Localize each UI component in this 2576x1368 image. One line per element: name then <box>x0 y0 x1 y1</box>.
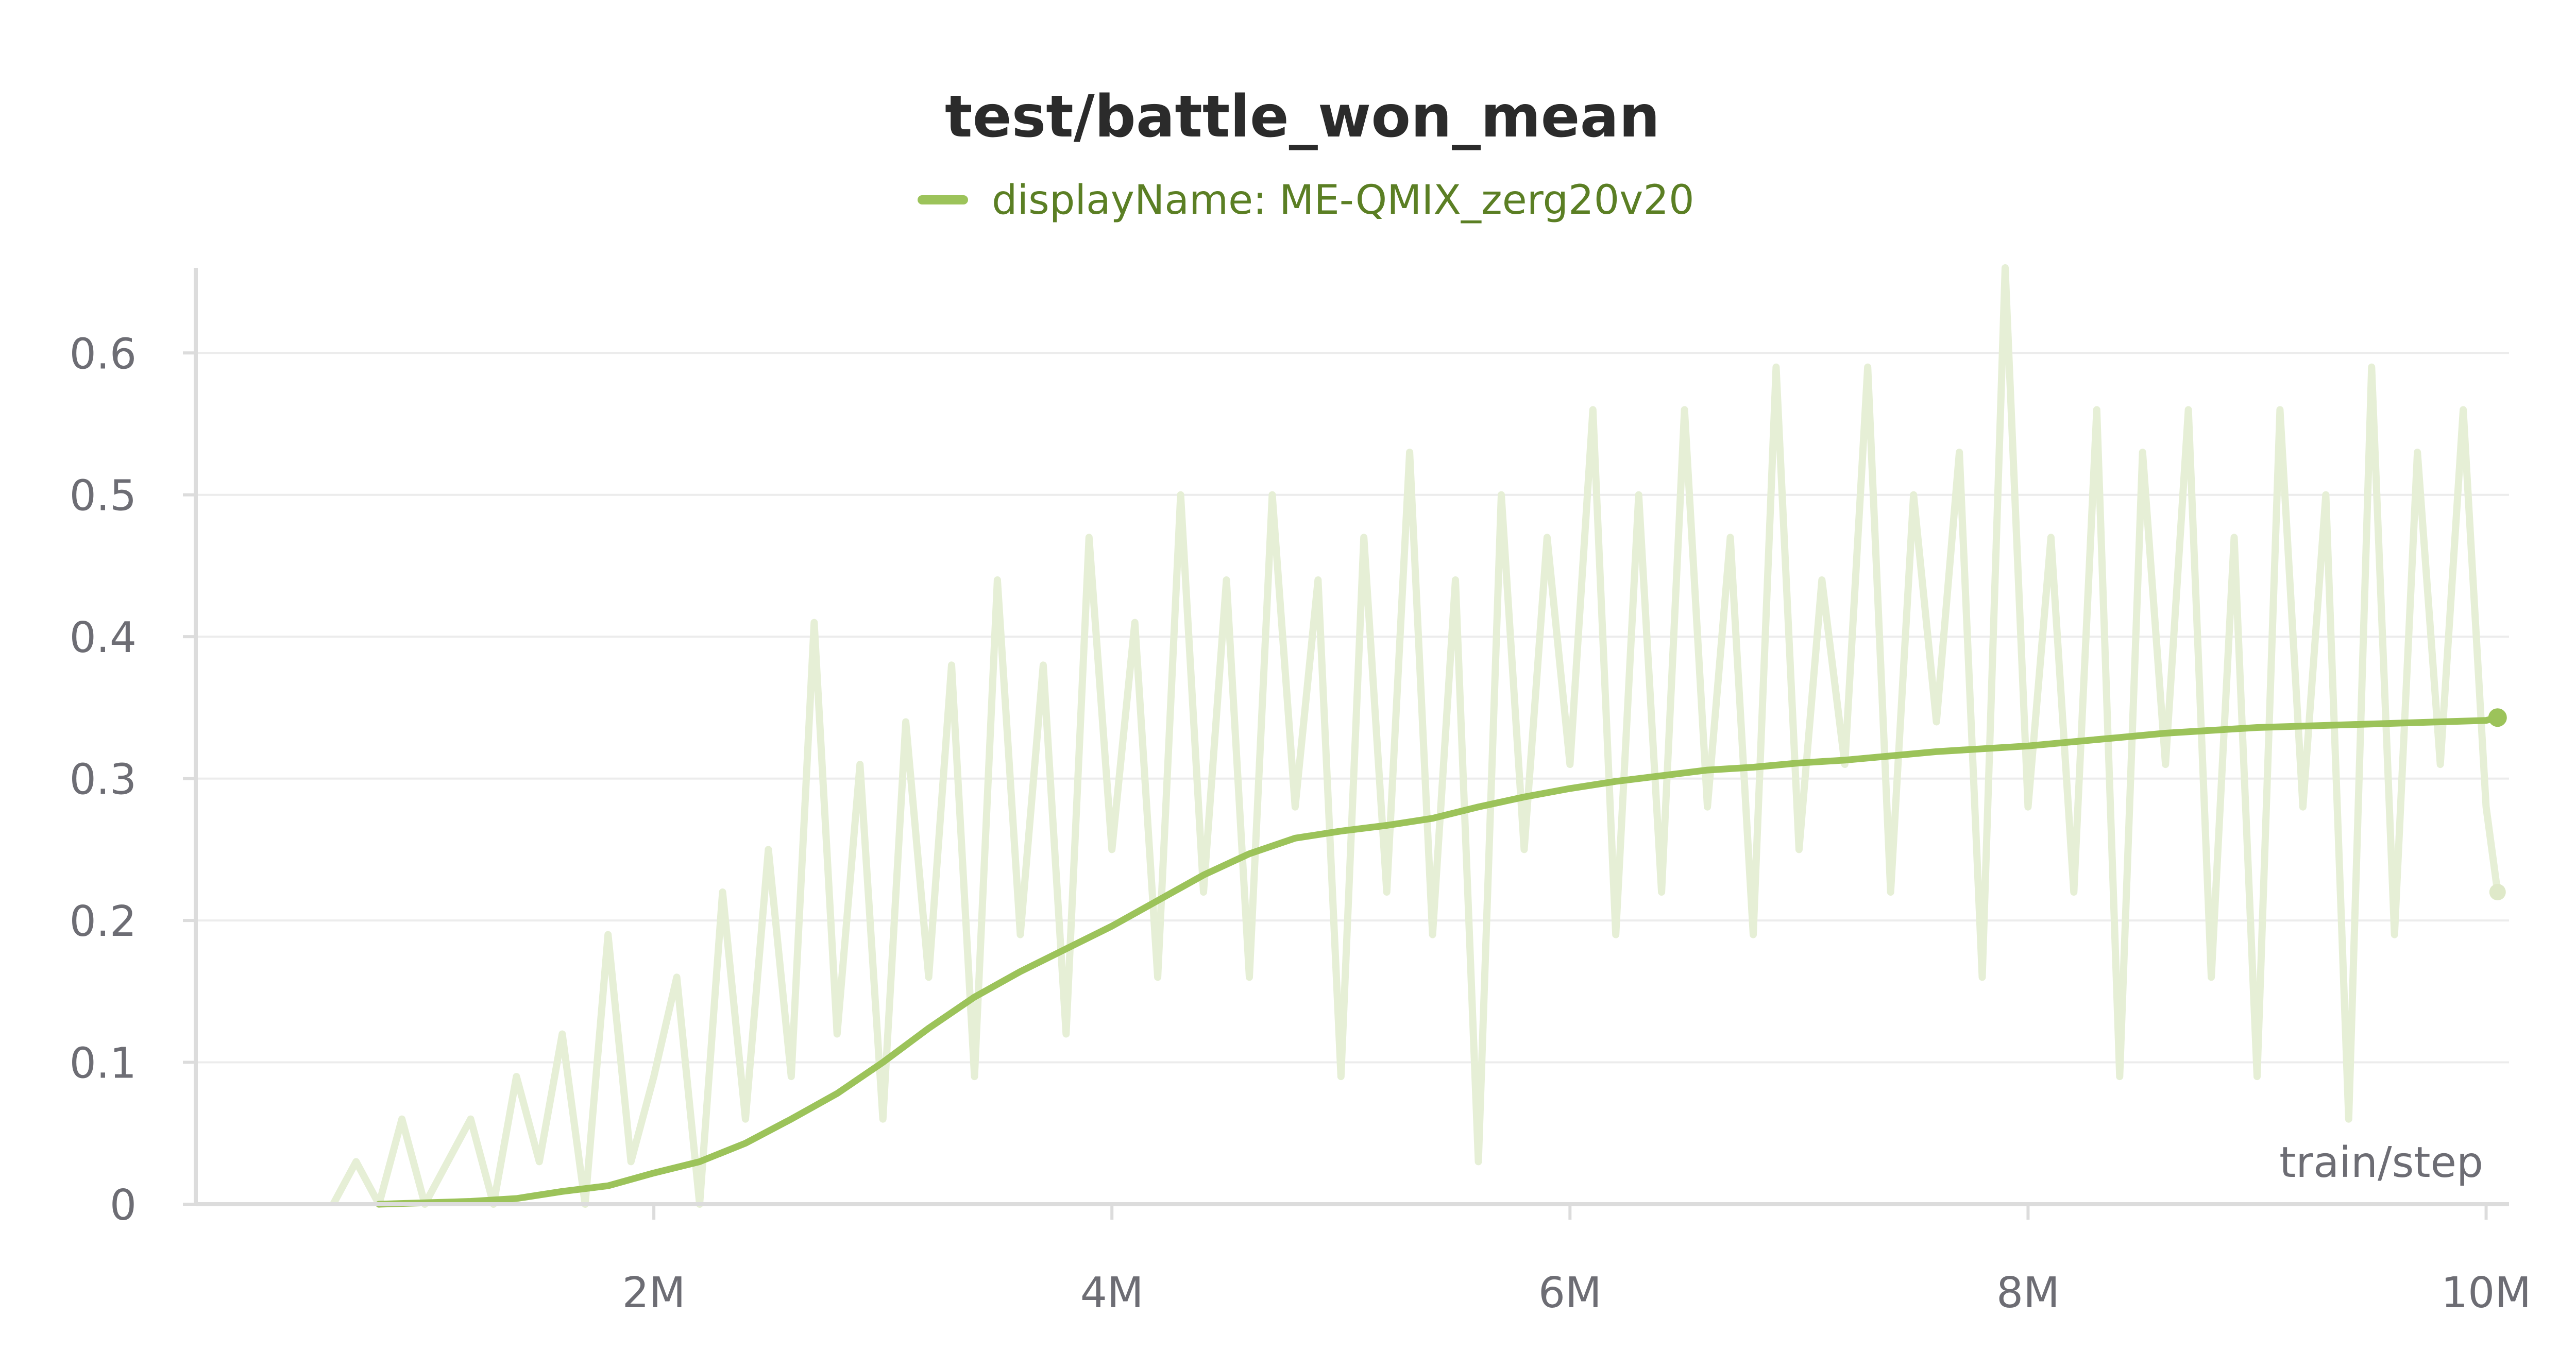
y-tick-label-0: 0 <box>110 1181 137 1230</box>
raw-series <box>330 264 2506 1208</box>
smoothed-series <box>376 708 2507 1208</box>
y-tick-labels: 0 0.1 0.2 0.3 0.4 0.5 0.6 <box>70 330 137 1230</box>
legend-label: displayName: ME-QMIX_zerg20v20 <box>992 177 1694 224</box>
y-tick-label-3: 0.3 <box>70 756 137 805</box>
smoothed-end-point <box>2488 708 2507 727</box>
x-axis-label: train/step <box>2279 1138 2483 1187</box>
y-tick-label-1: 0.1 <box>70 1039 137 1088</box>
x-tick-label-0: 2M <box>622 1269 686 1318</box>
y-tick-label-5: 0.5 <box>70 472 137 521</box>
x-tick-label-4: 10M <box>2441 1269 2531 1318</box>
chart-title: test/battle_won_mean <box>945 83 1660 150</box>
y-tick-label-6: 0.6 <box>70 330 137 379</box>
x-tick-label-2: 6M <box>1538 1269 1602 1318</box>
y-tick-label-4: 0.4 <box>70 613 137 662</box>
x-tick-label-3: 8M <box>1996 1269 2060 1318</box>
y-tick-label-2: 0.2 <box>70 897 137 946</box>
raw-end-point <box>2489 884 2506 900</box>
grid-lines <box>196 352 2509 1064</box>
legend[interactable]: displayName: ME-QMIX_zerg20v20 <box>918 177 1694 224</box>
smoothed-line <box>376 714 2501 1208</box>
axes <box>183 268 2509 1220</box>
x-tick-labels: 2M 4M 6M 8M 10M <box>622 1269 2531 1318</box>
raw-line <box>330 264 2501 1208</box>
x-tick-label-1: 4M <box>1080 1269 1144 1318</box>
